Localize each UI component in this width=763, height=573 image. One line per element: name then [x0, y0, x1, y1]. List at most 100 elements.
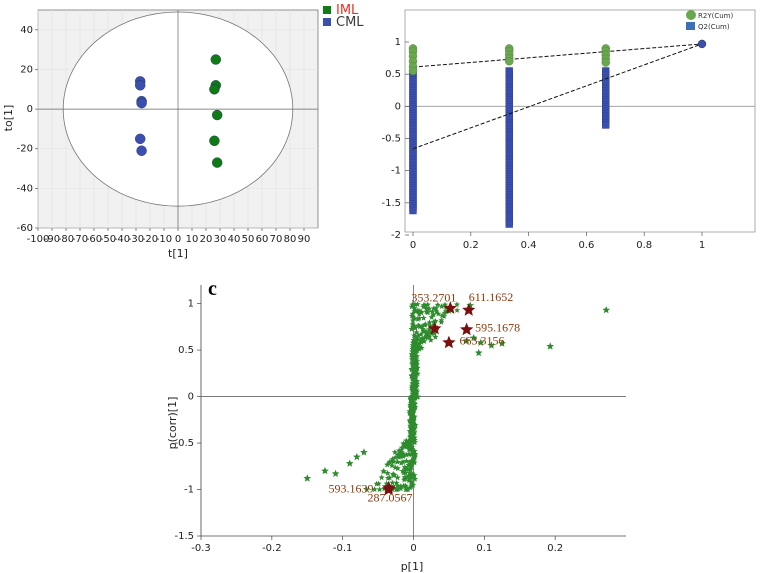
loading-point — [416, 310, 423, 317]
loading-point — [409, 301, 416, 308]
x-tick-label: -100 — [27, 234, 50, 245]
loading-point — [400, 440, 407, 447]
loading-point — [412, 371, 419, 377]
score-point-iml — [211, 109, 223, 121]
loading-point — [409, 346, 416, 352]
loading-point — [407, 436, 414, 443]
loading-point — [413, 343, 420, 349]
loading-point — [406, 417, 413, 424]
loading-point — [415, 344, 422, 351]
x-tick-label: 0 — [410, 240, 416, 251]
loading-point — [400, 450, 407, 457]
loading-point — [405, 477, 412, 484]
loading-point — [409, 382, 416, 389]
r2y-point — [408, 66, 418, 76]
loading-point — [413, 360, 420, 367]
loading-point — [411, 323, 418, 329]
loading-point — [394, 458, 401, 465]
loading-point — [400, 469, 407, 476]
loading-point — [441, 309, 448, 316]
q2-point — [602, 121, 610, 129]
x-tick-label: 10 — [186, 234, 199, 245]
panel-c-letter: c — [208, 278, 217, 300]
loading-point — [411, 305, 418, 311]
q2-point — [409, 206, 417, 215]
loading-point — [412, 387, 419, 394]
loading-point — [441, 313, 448, 319]
y-tick-label: 40 — [20, 25, 33, 36]
highlighted-marker-label: 353.2701 — [411, 291, 456, 305]
loading-point — [428, 314, 435, 320]
loading-point — [438, 303, 445, 310]
x-tick-label: -0.3 — [191, 543, 211, 554]
y-tick-label: -0.5 — [174, 438, 194, 449]
loading-point — [414, 393, 421, 400]
loading-point — [435, 310, 442, 317]
loading-point — [411, 366, 418, 373]
score-point-iml — [209, 135, 220, 147]
highlighted-marker-label: 593.1639 — [329, 481, 374, 495]
loading-point — [383, 480, 390, 487]
loading-point — [391, 449, 398, 455]
y-tick-label: -1 — [184, 485, 194, 496]
loading-point — [398, 459, 405, 466]
loading-point — [409, 373, 416, 379]
loading-point — [409, 384, 416, 391]
regression-line — [412, 43, 703, 68]
loading-point — [331, 469, 340, 477]
loading-point — [406, 442, 413, 448]
loading-point — [392, 454, 399, 461]
legend-label-r2y: R2Y(Cum) — [698, 12, 733, 20]
loading-point — [403, 457, 410, 464]
y-tick-label: 1 — [188, 299, 194, 310]
x-tick-label: 30 — [214, 234, 227, 245]
highlighted-marker — [462, 303, 476, 316]
loading-point — [411, 454, 418, 461]
loading-point — [419, 335, 426, 342]
x-tick-label: -80 — [58, 234, 74, 245]
x-tick-label: -20 — [142, 234, 158, 245]
loading-point — [416, 315, 423, 321]
loading-point — [432, 333, 439, 340]
x-tick-label: 60 — [256, 234, 269, 245]
score-point-iml — [210, 54, 222, 65]
x-tick-label: -50 — [100, 234, 116, 245]
highlighted-marker — [443, 301, 457, 314]
x-tick-label: 20 — [200, 234, 213, 245]
loading-point — [439, 312, 446, 319]
loading-point — [389, 456, 396, 462]
score-point-iml — [211, 157, 223, 168]
loading-point — [424, 334, 431, 341]
regression-line — [412, 43, 703, 150]
panel-a-legend: IML CML — [323, 3, 364, 30]
loading-point — [390, 472, 397, 479]
loading-point — [408, 431, 415, 438]
score-point-cml — [134, 133, 146, 145]
legend-marker-r2y — [686, 10, 696, 20]
loading-point — [462, 336, 471, 344]
loading-point — [429, 308, 436, 315]
loading-point — [412, 333, 419, 340]
y-tick-label: -20 — [17, 144, 33, 155]
loading-point — [434, 301, 441, 308]
loading-point — [420, 303, 427, 310]
loading-point — [353, 453, 361, 461]
x-tick-label: -90 — [44, 234, 60, 245]
loading-point — [411, 425, 418, 431]
legend-label-iml: IML — [336, 3, 359, 18]
loading-point — [409, 365, 416, 372]
loading-point — [398, 449, 405, 456]
y-tick-label: -0.5 — [381, 134, 401, 145]
x-tick-label: 0.6 — [578, 240, 594, 251]
loading-point — [431, 330, 438, 336]
panel-b-legend: R2Y(Cum) Q2(Cum) — [686, 10, 733, 31]
loading-point — [411, 393, 418, 400]
highlighted-marker — [460, 322, 474, 336]
loading-point — [438, 317, 445, 323]
loading-point — [384, 470, 391, 476]
y-tick-label: 0 — [395, 101, 401, 112]
loading-point — [408, 478, 415, 485]
loading-point — [378, 474, 385, 481]
legend-label-cml: CML — [336, 15, 364, 30]
